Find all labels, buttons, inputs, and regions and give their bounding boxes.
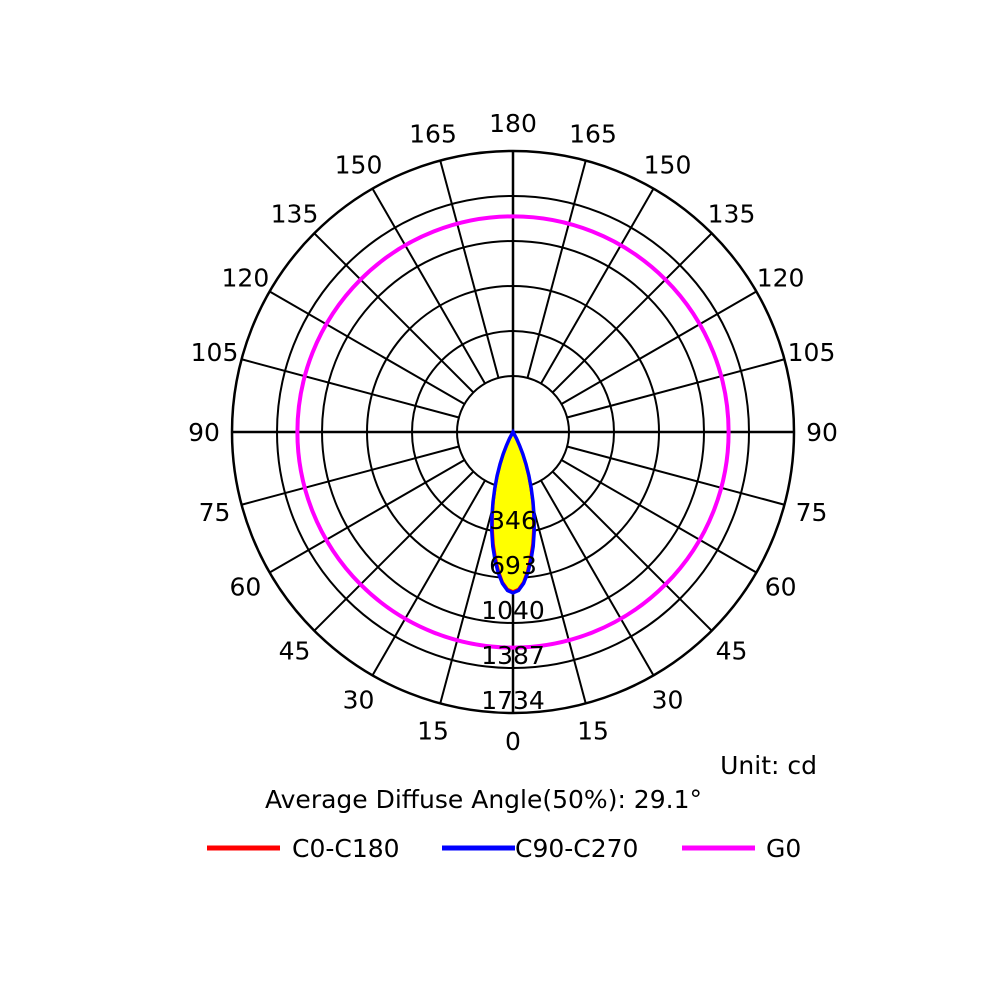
angle-tick-left: 60 [229, 573, 261, 602]
grid-spoke [560, 290, 757, 405]
angle-tick-left: 105 [191, 338, 239, 367]
legend-label-c0-c180: C0-C180 [292, 834, 400, 863]
angle-tick-left: 150 [335, 150, 383, 179]
angle-tick-right: 90 [806, 418, 838, 447]
angle-tick-right: 165 [569, 120, 617, 149]
angle-tick-right: 150 [644, 150, 692, 179]
radial-tick-label: 1387 [481, 641, 545, 670]
grid-spoke [551, 232, 713, 394]
series-c90-c270 [490, 428, 536, 595]
grid-spoke [269, 290, 466, 405]
radial-tick-label: 346 [489, 506, 537, 535]
angle-tick-left: 120 [222, 264, 270, 293]
angle-tick-right: 15 [577, 717, 609, 746]
grid-spoke [439, 485, 500, 704]
angle-tick-right: 120 [757, 264, 805, 293]
radial-tick-label: 1734 [481, 686, 545, 715]
angle-tick-left: 45 [279, 637, 311, 666]
angle-tick-left: 15 [417, 717, 449, 746]
diffuse-angle-label: Average Diffuse Angle(50%): 29.1° [265, 785, 702, 814]
grid-spoke [560, 459, 757, 574]
angle-tick-right: 75 [796, 498, 828, 527]
grid-spoke [540, 188, 655, 385]
radial-tick-labels: 346 693 1040 1387 1734 [481, 506, 545, 715]
angle-tick-left: 165 [409, 120, 457, 149]
polar-grid [230, 149, 796, 715]
angle-tick-labels: 0 180 15 15 30 30 45 45 60 60 75 75 90 90 105 105 120 120… [188, 109, 838, 756]
radial-tick-label: 1040 [481, 596, 545, 625]
grid-spoke [551, 470, 713, 632]
angle-tick-180: 180 [489, 109, 537, 138]
grid-spoke [439, 160, 500, 379]
angle-tick-right: 135 [708, 200, 756, 229]
grid-spoke [526, 485, 587, 704]
angle-tick-left: 90 [188, 418, 220, 447]
angle-tick-right: 30 [652, 686, 684, 715]
grid-spoke [269, 459, 466, 574]
radial-tick-label: 693 [489, 551, 537, 580]
grid-spoke [241, 358, 460, 419]
legend-label-g0: G0 [766, 834, 801, 863]
grid-spoke [241, 445, 460, 506]
grid-spoke [313, 232, 475, 394]
series-g0 [295, 214, 731, 650]
angle-tick-right: 45 [716, 637, 748, 666]
grid-spoke [540, 479, 655, 676]
grid-spoke [566, 445, 785, 506]
legend-label-c90-c270: C90-C270 [515, 834, 638, 863]
series-curves [295, 214, 731, 650]
unit-label: Unit: cd [720, 751, 817, 780]
grid-spoke [526, 160, 587, 379]
angle-tick-right: 105 [788, 338, 836, 367]
angle-tick-left: 75 [199, 498, 231, 527]
angle-tick-right: 60 [765, 573, 797, 602]
legend: C0-C180 C90-C270 G0 [207, 834, 801, 863]
angle-tick-0: 0 [505, 727, 521, 756]
angle-tick-left: 30 [343, 686, 375, 715]
grid-spoke [313, 470, 475, 632]
angle-tick-left: 135 [271, 200, 319, 229]
grid-spoke [566, 358, 785, 419]
grid-spoke [371, 479, 486, 676]
grid-spoke [371, 188, 486, 385]
